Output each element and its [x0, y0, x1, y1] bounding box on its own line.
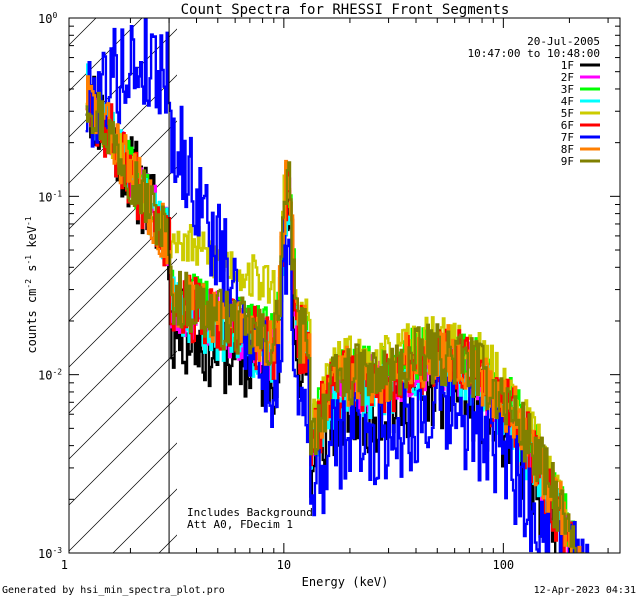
series-5F [85, 93, 582, 553]
timestamp-footer: 12-Apr-2023 04:31 [533, 585, 636, 596]
legend-label-8F: 8F [561, 143, 574, 156]
series-layer [85, 18, 590, 553]
legend-label-5F: 5F [561, 107, 574, 120]
hatch-line [69, 396, 177, 506]
x-tick-label: 1 [61, 558, 68, 572]
legend-label-7F: 7F [561, 131, 574, 144]
y-tick-label: 10-2 [38, 368, 62, 383]
hatch-line [69, 258, 177, 368]
series-7F [85, 18, 590, 553]
legend-label-2F: 2F [561, 71, 574, 84]
legend-label-3F: 3F [561, 83, 574, 96]
x-tick-label: 100 [492, 558, 514, 572]
settings-note: Att A0, FDecim 1 [187, 518, 293, 531]
x-tick-labels: 1 10 100 [61, 558, 514, 572]
legend-label-9F: 9F [561, 155, 574, 168]
y-tick-labels: 100 10-1 10-2 10-3 [38, 11, 62, 561]
y-axis-label: counts cm-2 s-1 keV-1 [24, 216, 39, 353]
legend-label-6F: 6F [561, 119, 574, 132]
time-range-label: 10:47:00 to 10:48:00 [468, 47, 600, 60]
y-tick-label: 10-1 [38, 189, 62, 204]
legend-label-1F: 1F [561, 59, 574, 72]
hatch-line [69, 166, 177, 276]
hatch-line [205, 0, 640, 553]
axis-ticks [69, 17, 620, 554]
y-tick-label: 10-3 [38, 546, 62, 561]
generator-footer: Generated by hsi_min_spectra_plot.pro [2, 585, 225, 596]
legend-label-4F: 4F [561, 95, 574, 108]
x-axis-label: Energy (keV) [302, 575, 389, 589]
hatch-line [69, 212, 177, 322]
date-label: 20-Jul-2005 [527, 35, 600, 48]
hatch-line [69, 304, 177, 414]
hatch-line [69, 18, 97, 46]
hatch-line [69, 18, 143, 92]
y-tick-label: 100 [38, 11, 57, 26]
plot-frame [68, 17, 621, 554]
background-note: Includes Background [187, 506, 313, 519]
series-9F [85, 91, 585, 553]
chart-title: Count Spectra for RHESSI Front Segments [181, 2, 510, 18]
x-tick-label: 10 [277, 558, 291, 572]
hatch-line [69, 442, 177, 552]
